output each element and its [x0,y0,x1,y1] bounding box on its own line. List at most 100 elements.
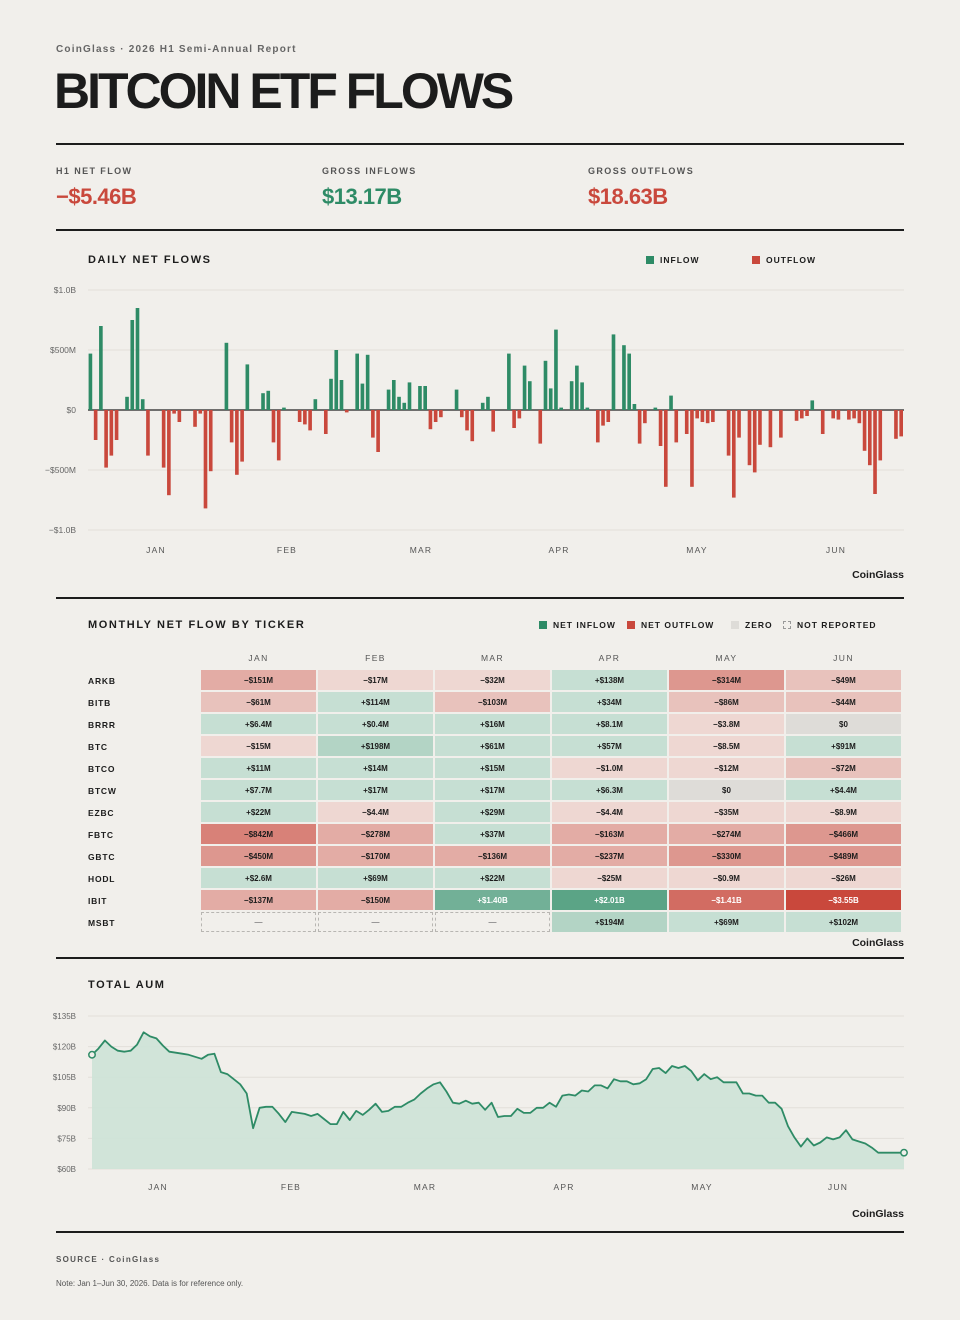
heatmap-cell: −$330M [669,846,784,866]
heatmap-cell: +$57M [552,736,667,756]
kpi-gross-inflows: GROSS INFLOWS $13.17B [322,166,417,210]
heatmap-cell: — [318,912,433,932]
not-reported-swatch [783,621,791,629]
flow-bar [799,410,804,419]
row-ticker-label: FBTC [88,830,114,840]
y-tick-label: $90B [57,1104,76,1113]
brand-logo: CoinGlass [852,1208,904,1220]
aum-title: TOTAL AUM [88,979,166,991]
flow-bar [235,410,239,475]
heatmap-cell: +$22M [201,802,316,822]
daily-flows-title: DAILY NET FLOWS [88,254,212,266]
flow-bar [554,329,558,410]
heatmap-cell: +$6.3M [552,780,667,800]
y-tick-label: $60B [57,1165,76,1174]
heatmap-cell: −$237M [552,846,667,866]
heatmap-cell: −$4.4M [552,802,667,822]
heatmap-cell: −$72M [786,758,901,778]
flow-bar [360,383,365,410]
flow-bar [391,380,396,410]
row-ticker-label: BTCW [88,786,117,796]
row-ticker-label: MSBT [88,918,116,928]
heatmap-cell: −$8.9M [786,802,901,822]
flow-bar [109,410,114,456]
flow-bar [224,342,229,410]
flow-bar [276,410,281,461]
y-tick-label: −$500M [45,465,76,475]
page-title: BITCOIN ETF FLOWS [54,63,514,119]
heatmap-cell: +$198M [318,736,433,756]
flow-bar [376,410,380,452]
divider [56,1231,904,1233]
legend-label: ZERO [745,620,773,630]
y-tick-label: $105B [53,1073,76,1082]
divider [56,229,904,231]
flow-bar [418,386,422,410]
daily-flows-chart: $1.0B $500M $0 −$500M −$1.0B JAN FEB MAR APR MAY J… [45,285,904,555]
x-tick-label: APR [548,545,569,555]
flow-bar [522,365,527,410]
heatmap-cell: −$0.9M [669,868,784,888]
flow-bar [653,407,658,410]
flow-bar [606,410,611,422]
kpi-net-flow: H1 NET FLOW −$5.46B [56,166,137,210]
flow-bar [203,410,208,509]
heatmap-cell: −$170M [318,846,433,866]
heatmap-cell: +$29M [435,802,550,822]
flow-bar [93,410,98,440]
heatmap-cell: +$22M [435,868,550,888]
flow-bar [632,404,637,410]
flow-bar [365,354,370,410]
x-tick-label: JAN [148,1182,168,1192]
flow-bar [271,410,276,443]
flow-bar [737,410,741,438]
column-header: APR [598,653,621,663]
column-header: MAR [480,653,505,663]
heatmap-cell: +$11M [201,758,316,778]
flow-bar [674,410,679,443]
heatmap-cell: −$163M [552,824,667,844]
flow-bar [240,410,244,462]
flow-bar [386,389,391,410]
y-tick-label: $75B [57,1134,76,1143]
flow-bar [622,345,626,410]
flow-bar [873,410,877,494]
flow-bar [627,353,631,410]
divider [56,597,904,599]
flow-bar [161,410,166,468]
heatmap-cell: +$194M [552,912,667,932]
flow-bar [130,320,135,410]
flow-bar [229,410,234,443]
flow-bar [794,410,799,421]
report-kicker: CoinGlass · 2026 H1 Semi-Annual Report [56,44,297,55]
kpi-value: −$5.46B [56,184,137,209]
legend-label: NOT REPORTED [797,620,877,630]
heatmap-cell: −$136M [435,846,550,866]
x-tick-label: JAN [146,545,166,555]
monthly-title: MONTHLY NET FLOW BY TICKER [88,619,306,631]
y-tick-label: $1.0B [54,285,77,295]
heatmap-cell: +$114M [318,692,433,712]
x-tick-label: FEB [277,545,297,555]
row-ticker-label: BITB [88,698,112,708]
flow-bar [344,410,349,413]
row-ticker-label: BTC [88,742,108,752]
flow-bar [711,410,715,422]
flow-bar [303,410,307,425]
flow-bar [355,353,359,410]
x-tick-label: JUN [826,545,846,555]
flow-bar [758,410,762,445]
flow-bar [538,410,543,444]
kpi-value: $13.17B [322,184,402,209]
heatmap-cell: −$278M [318,824,433,844]
flow-bar [695,410,699,419]
heatmap-cell: −$8.5M [669,736,784,756]
y-tick-label: −$1.0B [49,525,77,535]
flow-bar [857,410,862,424]
flow-bar [88,353,93,410]
heatmap-cell: $0 [786,714,901,734]
row-ticker-label: BTCO [88,764,116,774]
heatmap-cell: +$138M [552,670,667,690]
column-header: MAY [715,653,738,663]
flow-bar [135,308,140,410]
